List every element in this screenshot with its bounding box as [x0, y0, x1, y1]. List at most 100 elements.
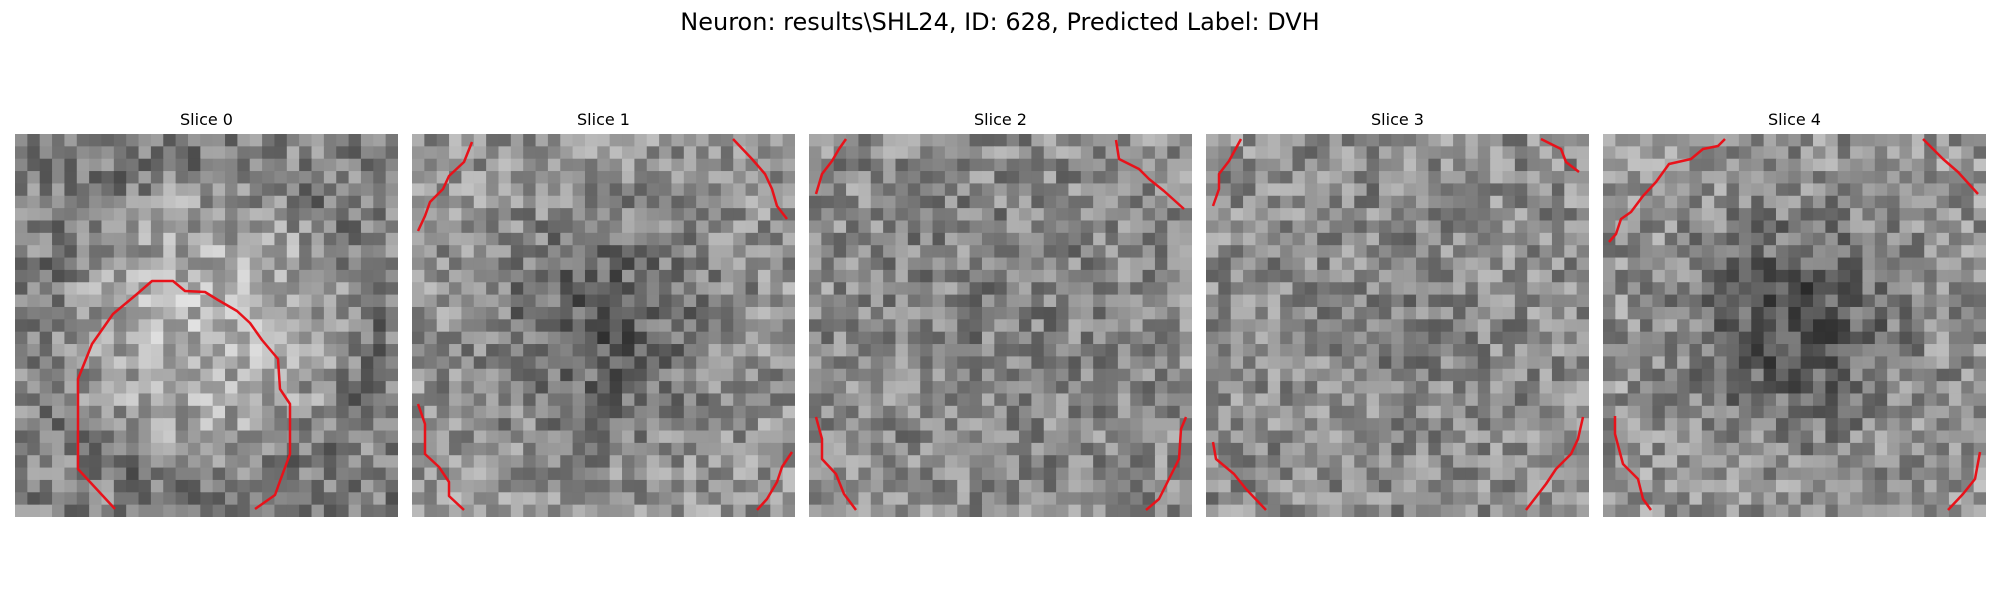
pixel-cell [634, 504, 648, 517]
pixel-cell [1354, 134, 1368, 147]
pixel-cell [1006, 504, 1020, 517]
pixel-cell [1056, 220, 1070, 234]
pixel-cell [1179, 282, 1192, 296]
pixel-cell [944, 306, 958, 320]
pixel-cell [200, 442, 214, 456]
pixel-cell [1093, 183, 1107, 197]
pixel-cell [200, 467, 214, 481]
pixel-cell [1751, 331, 1765, 345]
pixel-cell [52, 442, 66, 456]
pixel-cell [27, 183, 41, 197]
pixel-cell [510, 418, 524, 432]
pixel-cell [770, 158, 784, 172]
pixel-cell [560, 220, 574, 234]
pixel-cell [311, 492, 325, 506]
pixel-cell [523, 405, 537, 419]
pixel-cell [1874, 245, 1888, 259]
pixel-cell [1292, 504, 1306, 517]
pixel-cell [1763, 146, 1777, 160]
pixel-cell [1428, 294, 1442, 308]
pixel-cell [895, 356, 909, 370]
pixel-cell [920, 504, 934, 517]
pixel-cell [510, 393, 524, 407]
pixel-cell [1453, 381, 1467, 395]
pixel-cell [274, 245, 288, 259]
pixel-cell [609, 269, 623, 283]
pixel-cell [782, 220, 795, 234]
pixel-cell [1911, 146, 1925, 160]
pixel-cell [1887, 381, 1901, 395]
pixel-cell [535, 442, 549, 456]
pixel-cell [634, 455, 648, 469]
pixel-cell [646, 467, 660, 481]
pixel-cell [1527, 455, 1541, 469]
pixel-cell [870, 319, 884, 333]
pixel-cell [634, 479, 648, 493]
pixel-cell [757, 356, 771, 370]
pixel-cell [89, 245, 103, 259]
pixel-cell [1564, 208, 1578, 222]
pixel-cell [622, 319, 635, 333]
pixel-cell [1179, 232, 1192, 246]
pixel-cell [1043, 393, 1057, 407]
pixel-cell [1428, 245, 1442, 259]
pixel-cell [597, 282, 611, 296]
pixel-cell [262, 257, 276, 271]
pixel-cell [1292, 479, 1306, 493]
pixel-cell [249, 232, 263, 246]
pixel-cell [249, 344, 263, 357]
pixel-cell [473, 282, 487, 296]
pixel-cell [1825, 442, 1839, 456]
pixel-cell [609, 492, 623, 506]
pixel-cell [1206, 504, 1219, 517]
pixel-cell [572, 232, 586, 246]
pixel-cell [299, 319, 313, 333]
pixel-cell [523, 208, 537, 222]
pixel-cell [1292, 455, 1306, 469]
pixel-cell [1093, 344, 1107, 357]
pixel-cell [1403, 442, 1417, 456]
pixel-cell [1304, 183, 1318, 197]
pixel-cell [101, 492, 115, 506]
pixel-cell [510, 257, 524, 271]
pixel-cell [385, 442, 398, 456]
pixel-cell [1366, 208, 1380, 222]
pixel-cell [683, 405, 697, 419]
pixel-cell [1142, 146, 1156, 160]
pixel-cell [76, 418, 90, 432]
pixel-cell [782, 257, 795, 271]
pixel-cell [1130, 245, 1144, 259]
pixel-cell [1887, 171, 1901, 185]
pixel-cell [708, 418, 722, 432]
pixel-cell [249, 282, 263, 296]
pixel-cell [461, 455, 475, 469]
pixel-cell [1043, 381, 1057, 395]
pixel-cell [1775, 319, 1789, 333]
pixel-cell [720, 319, 734, 333]
pixel-cell [1354, 442, 1368, 456]
pixel-cell [126, 331, 140, 345]
pixel-cell [1179, 381, 1192, 395]
pixel-cell [1255, 479, 1269, 493]
pixel-cell [1167, 393, 1181, 407]
pixel-cell [424, 442, 438, 456]
pixel-cell [1043, 331, 1057, 345]
pixel-cell [1738, 405, 1752, 419]
pixel-cell [1093, 381, 1107, 395]
pixel-cell [1813, 455, 1826, 469]
pixel-cell [821, 171, 835, 185]
pixel-cell [821, 245, 835, 259]
pixel-cell [1453, 368, 1467, 382]
pixel-cell [572, 356, 586, 370]
pixel-cell [424, 467, 438, 481]
pixel-cell [1255, 344, 1269, 357]
pixel-cell [1850, 418, 1864, 432]
pixel-cell [1218, 331, 1232, 345]
pixel-cell [1825, 306, 1839, 320]
pixel-cell [163, 504, 177, 517]
pixel-cell [535, 306, 549, 320]
pixel-cell [1825, 467, 1839, 481]
pixel-cell [659, 504, 673, 517]
pixel-cell [572, 146, 586, 160]
pixel-cell [745, 220, 759, 234]
